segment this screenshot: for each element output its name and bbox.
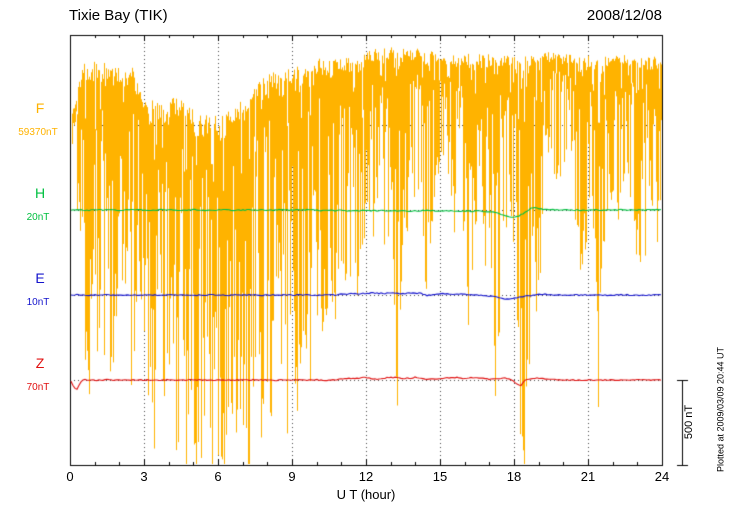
trace-label-F: F [35,100,45,116]
trace-baseline-Z: 70nT [26,382,50,393]
trace-label-E: E [35,270,45,286]
x-tick-label: 9 [288,469,296,484]
x-tick-label: 3 [140,469,148,484]
scale-bar-label: 500 nT [683,404,695,440]
x-tick-label: 24 [654,469,670,484]
x-axis-label: U T (hour) [336,487,396,502]
station-title: Tixie Bay (TIK) [69,7,168,24]
trace-baseline-F: 59370nT [18,127,58,138]
trace-baseline-H: 20nT [26,212,50,223]
x-tick-label: 18 [506,469,522,484]
x-tick-label: 0 [66,469,74,484]
trace-label-Z: Z [35,355,45,371]
date-label: 2008/12/08 [586,7,662,24]
plotted-at-label: Plotted at 2009/03/09 20:44 UT [715,346,726,473]
x-tick-label: 12 [358,469,374,484]
x-tick-label: 15 [432,469,448,484]
x-tick-label: 6 [214,469,222,484]
trace-label-H: H [34,185,46,201]
trace-baseline-E: 10nT [26,297,50,308]
x-tick-label: 21 [580,469,596,484]
